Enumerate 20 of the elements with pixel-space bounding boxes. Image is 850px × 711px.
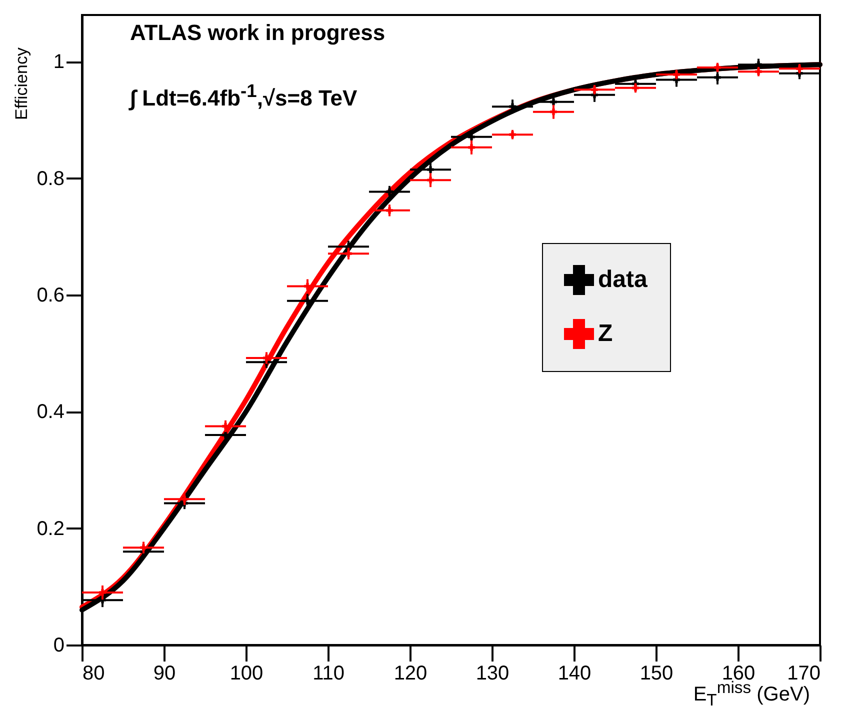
x-tick-label: 110 xyxy=(312,662,344,684)
x-tick-label: 80 xyxy=(82,662,105,684)
legend-label: data xyxy=(598,266,648,293)
y-tick-label: 0.6 xyxy=(36,284,64,306)
y-tick-label: 0.4 xyxy=(36,401,64,424)
y-tick-label: 0 xyxy=(53,634,64,656)
x-tick-label: 150 xyxy=(640,662,674,684)
x-tick-label: 140 xyxy=(558,662,592,684)
legend-label: Z xyxy=(598,320,613,347)
y-tick-label: 1 xyxy=(53,51,64,74)
x-tick-label: 100 xyxy=(230,662,264,684)
x-tick-label: 170 xyxy=(787,662,820,684)
x-tick-label: 120 xyxy=(394,662,428,684)
annotation: ∫ Ldt=6.4fb$^{-1}$,√s=8 TeV xyxy=(130,80,358,112)
x-tick-label: 90 xyxy=(153,662,176,684)
y-tick-label: 0.8 xyxy=(36,168,64,190)
annotation: ATLAS work in progress xyxy=(130,20,386,46)
y-tick-label: 0.2 xyxy=(36,518,64,540)
y-axis-title: Efficiency xyxy=(12,48,32,120)
x-tick-label: 130 xyxy=(476,662,510,684)
